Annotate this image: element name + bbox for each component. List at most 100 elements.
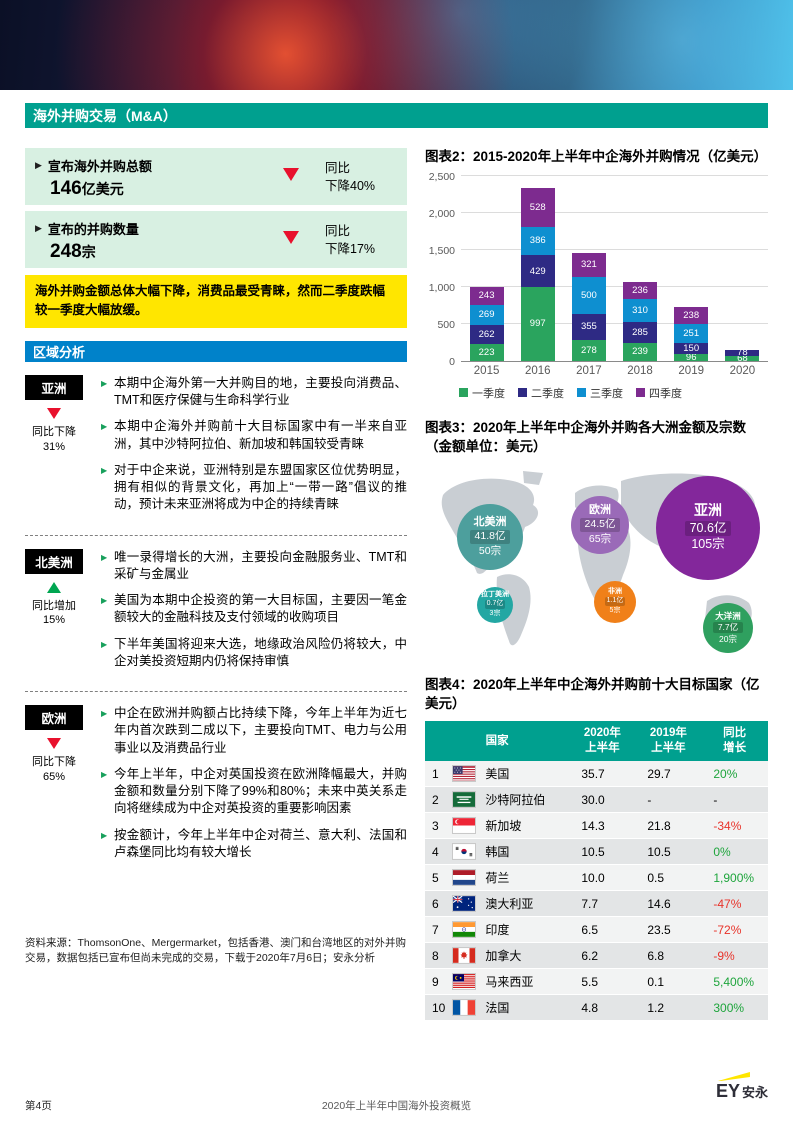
dashed-divider [25, 691, 407, 692]
bullet-item: ▶ 本期中企海外第一大并购目的地，主要投向消费品、TMT和医疗保健与生命科学行业 [101, 375, 407, 410]
bar-segment-label: 429 [529, 265, 546, 277]
bubble-deal-count: 65宗 [588, 532, 612, 545]
bubble-amount: 0.7亿 [484, 600, 506, 610]
y-axis-tick: 500 [437, 318, 455, 331]
bar-segment-label: 997 [529, 318, 546, 330]
gridline [461, 285, 768, 287]
region-trend-text: 同比下降 31% [32, 425, 76, 453]
region-analysis-bar: 区域分析 [25, 340, 407, 362]
continent-bubble: 欧洲 24.5亿 65宗 [571, 495, 629, 554]
bar-segment: 78 [725, 348, 760, 357]
yoy-cell: 0% [701, 838, 768, 866]
stat-value: 146亿美元 [50, 178, 124, 199]
value-2020-cell: 35.7 [569, 761, 636, 788]
bullet-item: ▶ 按金额计，今年上半年中企对荷兰、意大利、法国和卢森堡同比均有较大增长 [101, 827, 407, 862]
kr-flag-icon [452, 843, 477, 861]
yoy-cell: -34% [701, 812, 768, 840]
yoy-cell: 5,400% [701, 968, 768, 996]
country-cell: 韩国 [481, 838, 570, 866]
bubble-amount: 7.7亿 [712, 622, 744, 633]
region-label: 亚洲 [25, 374, 83, 400]
bullet-arrow-icon: ▶ [101, 465, 108, 475]
value-2020-cell: 7.7 [569, 890, 636, 918]
legend-label: 四季度 [649, 387, 682, 400]
value-2019-cell: 29.7 [635, 761, 702, 788]
bullet-arrow-icon: ▶ [101, 378, 108, 388]
legend-swatch [636, 388, 645, 398]
table-row: 7 印度 6.5 23.5 -72% [425, 916, 768, 944]
bullet-text: 中企在欧洲并购额占比持续下降，今年上半年为近七年内首次跌到二成以下，主要投向TM… [114, 706, 407, 755]
value-2019-cell: 10.5 [635, 838, 702, 866]
country-cell: 沙特阿拉伯 [481, 786, 570, 814]
value-2019-cell: 14.6 [635, 890, 702, 918]
rank-cell: 4 [425, 838, 450, 866]
value-2020-cell: 6.5 [569, 916, 636, 944]
bubble-continent-name: 亚洲 [694, 502, 722, 519]
stat-box: ▶ 宣布海外并购总额 146亿美元 同比 下降40% [25, 148, 407, 205]
bar-2016: 997 429 386 528 [520, 187, 555, 361]
bar-2020: 68 78 [725, 348, 760, 363]
table-row: 3 新加坡 14.3 21.8 -34% [425, 812, 768, 840]
chart2-title: 图表2：2015-2020年上半年中企海外并购情况（亿美元） [425, 149, 768, 164]
bullet-arrow-icon: ▶ [35, 223, 42, 233]
bar-segment: 262 [469, 325, 504, 345]
ey-logo: EY 安永 [716, 1072, 768, 1102]
bar-segment: 278 [571, 340, 606, 361]
flag-cell [449, 838, 482, 866]
bubble-amount: 41.8亿 [469, 530, 511, 544]
flag-cell [449, 994, 482, 1022]
bubble-amount: 1.1亿 [604, 597, 626, 607]
ey-chinese-name: 安永 [741, 1085, 768, 1100]
legend-item: 二季度 [518, 385, 564, 401]
regions: 亚洲同比下降 31% ▶ 本期中企海外第一大并购目的地，主要投向消费品、TMT和医疗… [25, 374, 407, 870]
highlight-text: 海外并购金额总体大幅下降，消费品最受青睐，然而二季度跌幅较一季度大幅放缓。 [35, 284, 386, 318]
bullet-text: 唯一录得增长的大洲，主要投向金融服务业、TMT和采矿与金属业 [114, 549, 407, 581]
fr-flag-icon [452, 999, 477, 1017]
continent-bubble: 拉丁美洲 0.7亿 3宗 [477, 586, 513, 623]
table-row: 1 美国 35.7 29.7 20% [425, 761, 768, 788]
bar-segment-label: 239 [632, 346, 648, 358]
sg-flag-icon [452, 817, 477, 835]
bar-segment: 355 [571, 314, 606, 341]
down-triangle-icon [283, 168, 299, 181]
legend-item: 一季度 [459, 385, 505, 401]
bar-segment: 997 [520, 287, 555, 361]
legend-label: 一季度 [472, 387, 505, 400]
ey-letters: EY [715, 1081, 740, 1101]
footer-doc-title: 2020年上半年中国海外投资概览 [321, 1100, 472, 1112]
yoy-cell: 1,900% [701, 864, 768, 892]
country-cell: 新加坡 [481, 812, 570, 840]
bar-segment: 238 [674, 306, 709, 325]
bubble-deal-count: 20宗 [719, 633, 737, 644]
region-side: 北美洲 同比增加 15% [25, 548, 97, 680]
source-note: 资料来源：ThomsonOne、Mergermarket，包括香港、澳门和台湾地… [25, 937, 406, 965]
region-trend-text: 同比下降 65% [32, 756, 76, 783]
bubble-continent-name: 欧洲 [589, 503, 611, 516]
legend-label: 三季度 [590, 387, 623, 400]
bullet-arrow-icon: ▶ [101, 769, 108, 779]
bubble-continent-name: 拉丁美洲 [481, 590, 509, 598]
value-2019-cell: 1.2 [635, 994, 702, 1022]
bar-segment-label: 262 [478, 328, 495, 340]
yoy-cell: 20% [701, 761, 768, 788]
bar-segment: 310 [623, 299, 658, 323]
value-2020-cell: 6.2 [569, 942, 636, 970]
bar-segment: 150 [674, 342, 709, 354]
bar-segment: 500 [571, 277, 606, 315]
bar-2018: 239 285 310 236 [623, 281, 658, 361]
bullet-item: ▶ 今年上半年，中企对英国投资在欧洲降幅最大，并购金额和数量分别下降了99%和80… [101, 766, 407, 818]
bar-segment-label: 278 [580, 344, 597, 356]
value-2020-cell: 14.3 [569, 812, 636, 840]
ey-logo-text: EY 安永 [716, 1081, 768, 1102]
bar-segment: 223 [469, 344, 504, 361]
bubble-deal-count: 50宗 [478, 544, 502, 557]
country-cell: 荷兰 [481, 864, 570, 892]
bar-segment: 239 [623, 343, 658, 361]
continent-bubble: 北美洲 41.8亿 50宗 [457, 503, 523, 570]
bar-2015: 223 262 269 243 [469, 287, 504, 361]
stacked-bar-chart: 0 500 1,000 1,500 2,000 2,500 223 262 269 243 997… [425, 171, 768, 401]
down-triangle-icon [47, 738, 61, 749]
yoy-cell: -47% [701, 890, 768, 918]
left-column: ▶ 宣布海外并购总额 146亿美元 同比 下降40% ▶ 宣布的并购数量 248宗 同比 下降… [25, 148, 407, 966]
top-countries-table: 国家 2020年 上半年 2019年 上半年 同比 增长 1 美国 35.7 29.7 20%… [425, 721, 768, 1022]
